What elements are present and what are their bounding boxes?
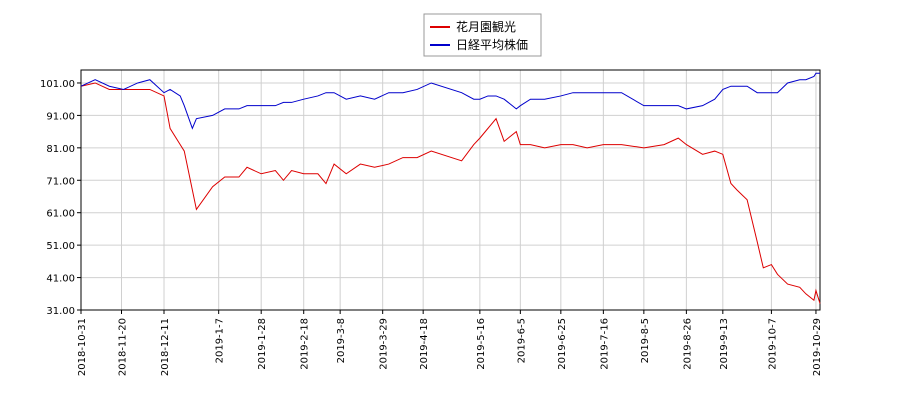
legend-label: 日経平均株価 bbox=[456, 37, 528, 52]
x-tick-label: 2019-10-29 bbox=[812, 318, 823, 376]
x-tick-label: 2018-10-31 bbox=[77, 318, 88, 376]
legend-box bbox=[423, 13, 542, 57]
x-tick-label: 2019-3-8 bbox=[336, 318, 347, 363]
x-tick-label: 2018-11-20 bbox=[117, 318, 128, 376]
y-tick-label: 91.00 bbox=[46, 111, 75, 122]
x-tick-label: 2019-8-26 bbox=[682, 318, 693, 370]
x-tick-label: 2019-1-28 bbox=[257, 318, 268, 370]
y-tick-label: 51.00 bbox=[46, 241, 75, 252]
x-tick-label: 2019-2-18 bbox=[300, 318, 311, 370]
x-tick-label: 2019-9-13 bbox=[719, 318, 730, 370]
x-tick-label: 2019-4-18 bbox=[419, 318, 430, 370]
y-tick-label: 41.00 bbox=[46, 274, 75, 285]
x-tick-label: 2018-12-11 bbox=[160, 318, 171, 376]
x-tick-label: 2019-6-5 bbox=[516, 318, 527, 363]
x-tick-label: 2019-6-25 bbox=[557, 318, 568, 370]
x-tick-label: 2019-8-5 bbox=[640, 318, 651, 363]
line bbox=[80, 72, 820, 130]
y-tick-label: 81.00 bbox=[46, 144, 75, 155]
x-tick-label: 2019-3-29 bbox=[379, 318, 390, 370]
legend-label: 花月園観光 bbox=[456, 19, 516, 34]
line bbox=[80, 82, 821, 304]
x-tick-label: 2019-10-7 bbox=[767, 318, 778, 370]
plot-frame bbox=[80, 69, 821, 311]
x-tick-label: 2019-5-16 bbox=[476, 318, 487, 370]
x-tick-label: 2019-1-7 bbox=[215, 318, 226, 363]
y-tick-label: 101.00 bbox=[40, 79, 75, 90]
y-tick-label: 31.00 bbox=[46, 306, 75, 317]
y-tick-label: 71.00 bbox=[46, 176, 75, 187]
y-tick-label: 61.00 bbox=[46, 209, 75, 220]
x-tick-label: 2019-7-16 bbox=[599, 318, 610, 370]
